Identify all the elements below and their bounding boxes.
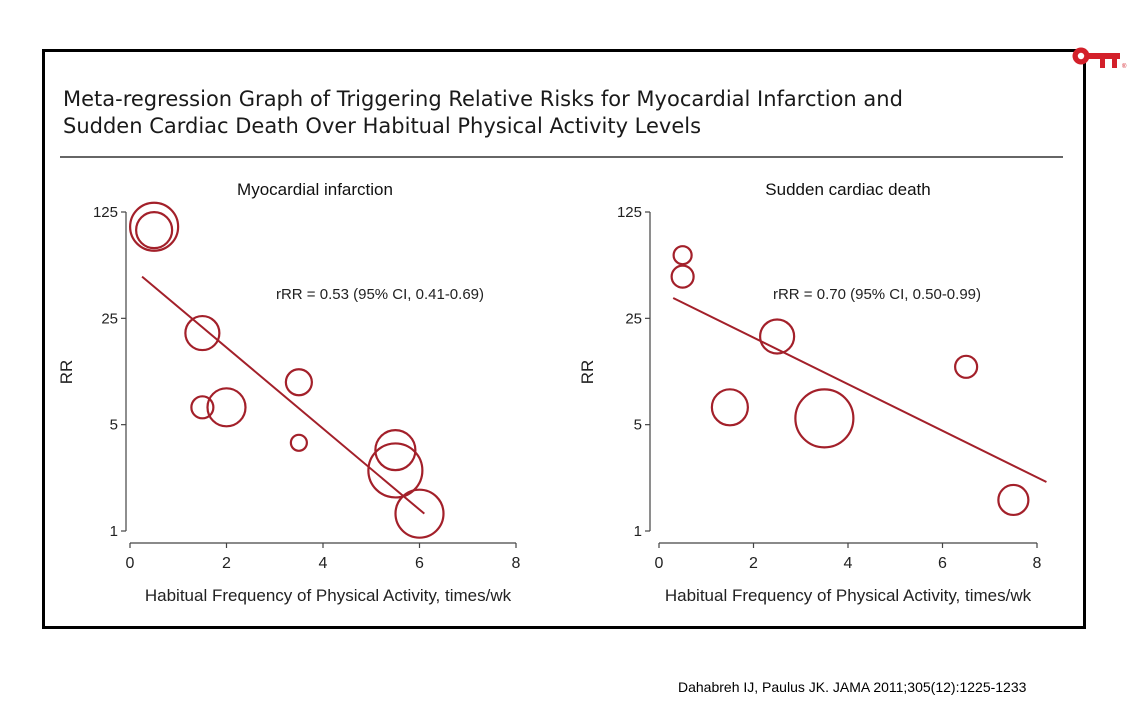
chart-2-data-point-3: [759, 318, 796, 355]
figure-title-line-1: Meta-regression Graph of Triggering Rela…: [63, 87, 903, 111]
chart-2-x-tick-label: 0: [655, 555, 664, 572]
key-logo-icon: ®: [1072, 47, 1127, 70]
chart-1-x-tick-label: 4: [319, 555, 328, 572]
figure-title: Meta-regression Graph of Triggering Rela…: [63, 86, 1023, 140]
chart-2-y-tick-label: 5: [634, 417, 642, 434]
chart-1-data-point-5: [206, 387, 247, 428]
chart-1-y-tick-label: 5: [110, 417, 118, 434]
chart-1-y-tick-label: 25: [101, 310, 118, 327]
chart-2-x-tick-label: 2: [749, 555, 758, 572]
chart-1-x-tick-label: 6: [415, 555, 424, 572]
chart-1-x-tick-label: 2: [222, 555, 231, 572]
chart-2-y-tick-label: 125: [617, 204, 642, 221]
chart-1-y-tick-label: 1: [110, 523, 118, 540]
chart-2-data-point-2: [670, 264, 695, 289]
chart-2-data-point-1: [672, 245, 693, 266]
chart-2-annotation: rRR = 0.70 (95% CI, 0.50-0.99): [773, 286, 981, 303]
chart-1-data-point-7: [289, 433, 308, 452]
svg-text:®: ®: [1122, 63, 1127, 70]
chart-1-x-tick-label: 8: [512, 555, 521, 572]
chart-2-x-axis-label: Habitual Frequency of Physical Activity,…: [665, 586, 1032, 605]
chart-1-data-point-9: [367, 442, 424, 499]
chart-1-data-point-10: [394, 488, 445, 539]
chart-2-regression-line: [672, 297, 1047, 483]
figure-title-line-2: Sudden Cardiac Death Over Habitual Physi…: [63, 114, 702, 138]
chart-1-data-point-1: [129, 201, 180, 252]
title-divider: [60, 156, 1063, 158]
chart-2-x-tick-label: 6: [938, 555, 947, 572]
chart-1-annotation: rRR = 0.53 (95% CI, 0.41-0.69): [276, 286, 484, 303]
chart-2-x-tick-label: 8: [1033, 555, 1042, 572]
chart-2-y-axis-label: RR: [578, 360, 597, 385]
chart-1-y-tick-label: 125: [93, 204, 118, 221]
chart-1-data-point-6: [284, 368, 313, 397]
chart-1-data-point-4: [190, 395, 215, 420]
chart-2-title: Sudden cardiac death: [765, 180, 930, 199]
chart-1-data-point-3: [184, 314, 221, 352]
chart-1-regression-line: [141, 275, 425, 515]
chart-1-y-axis-label: RR: [57, 360, 76, 385]
chart-2-data-point-7: [997, 483, 1030, 517]
chart-1-x-tick-label: 0: [126, 555, 135, 572]
chart-1-data-point-2: [135, 211, 174, 250]
chart-2-data-point-4: [710, 388, 749, 427]
chart-2-y-tick-label: 1: [634, 523, 642, 540]
chart-2-data-point-6: [954, 354, 979, 379]
chart-2-data-point-5: [794, 388, 855, 449]
chart-2-y-tick-label: 25: [625, 310, 642, 327]
chart-1-data-point-8: [374, 429, 417, 472]
chart-2-x-tick-label: 4: [844, 555, 853, 572]
chart-1-x-axis-label: Habitual Frequency of Physical Activity,…: [145, 586, 512, 605]
chart-1-title: Myocardial infarction: [237, 180, 393, 199]
citation: Dahabreh IJ, Paulus JK. JAMA 2011;305(12…: [678, 679, 1027, 695]
